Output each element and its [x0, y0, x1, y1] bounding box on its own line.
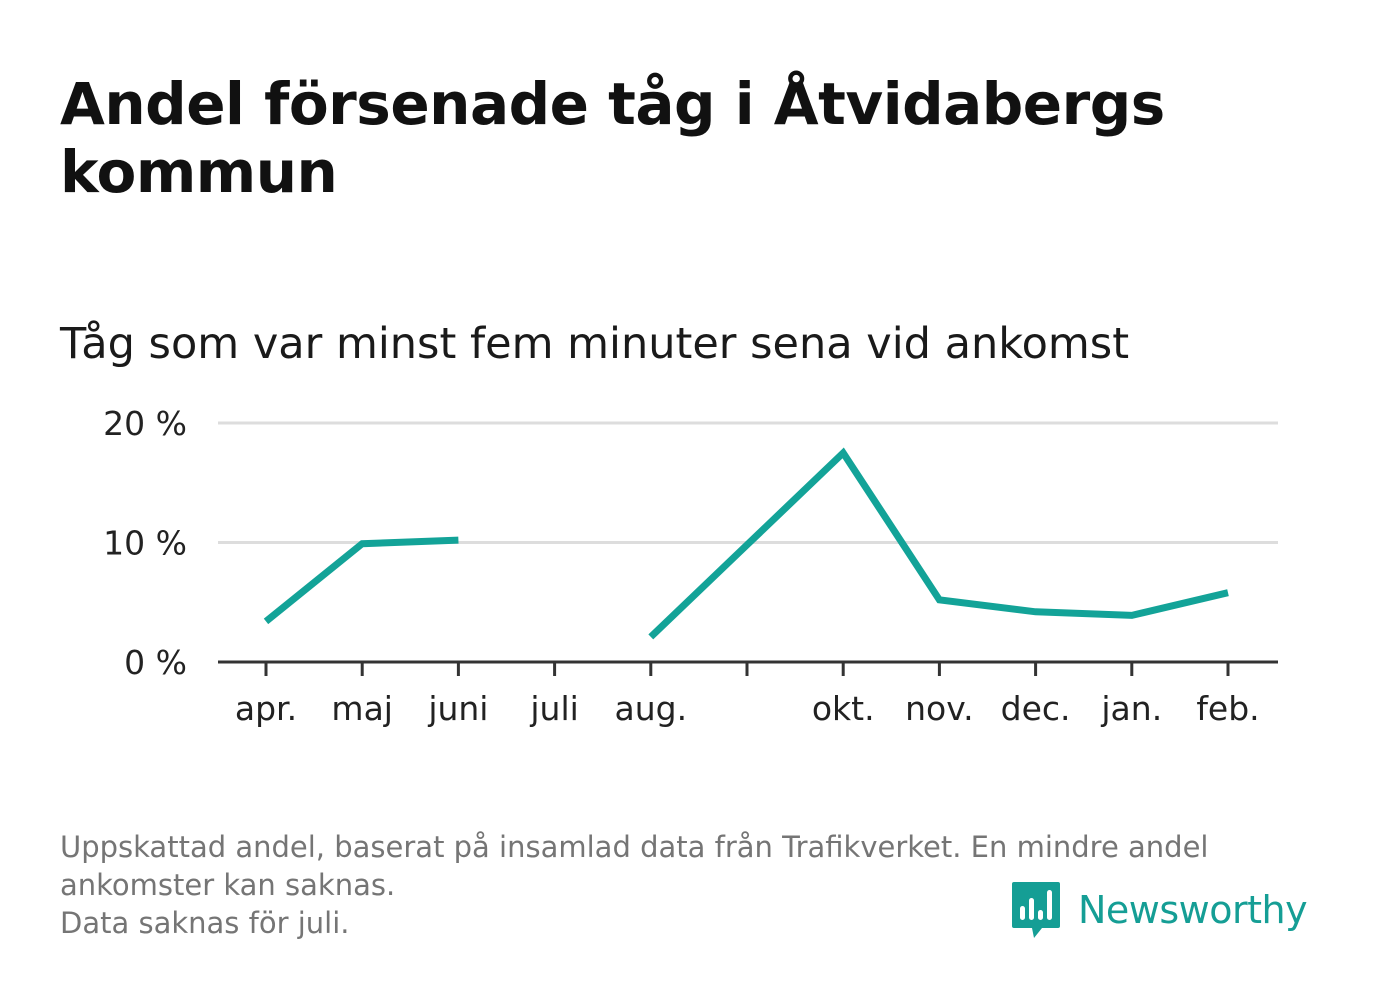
x-tick-label-1: maj — [331, 689, 393, 728]
series-0-segment-0 — [263, 536, 459, 625]
line-chart: 0 % 10 % 20 % apr. maj juni juli aug. okt. nov. d… — [103, 404, 1278, 728]
x-tick-label-6: okt. — [812, 689, 875, 728]
chart-subtitle: Tåg som var minst fem minuter sena vid a… — [60, 319, 1130, 369]
data-point-maj — [359, 540, 366, 547]
data-point-juni — [455, 537, 462, 544]
data-point-feb — [1225, 589, 1232, 596]
data-point-dec — [1032, 608, 1039, 615]
newsworthy-logo: Newsworthy — [1010, 880, 1308, 940]
data-point-nov — [936, 596, 943, 603]
grid-lines — [218, 421, 1278, 544]
data-point-okt — [840, 449, 847, 456]
x-tick-label-10: feb. — [1196, 689, 1259, 728]
x-tick-label-7: nov. — [905, 689, 974, 728]
x-tick-label-3: juli — [529, 689, 578, 728]
x-tick-label-8: dec. — [1001, 689, 1071, 728]
x-tick-label-0: apr. — [235, 689, 297, 728]
x-tick-label-4: aug. — [615, 689, 688, 728]
x-tick-label-2: juni — [427, 689, 488, 728]
footnote-missing-data: Data saknas för juli. — [60, 906, 350, 940]
series-0-segment-1 — [648, 447, 1229, 640]
chart-title: Andel försenade tåg i Åtvidabergs kommun — [60, 70, 1165, 206]
data-point-apr — [263, 618, 270, 625]
x-tick-label-9: jan. — [1100, 689, 1162, 728]
newsworthy-wordmark: Newsworthy — [1078, 888, 1308, 932]
chart-footnote: Uppskattad andel, baserat på insamlad da… — [60, 828, 1330, 942]
data-point-jan — [1128, 612, 1135, 619]
y-axis-labels: 0 % 10 % 20 % — [103, 404, 187, 682]
x-axis — [218, 660, 1278, 676]
data-point-aug — [647, 633, 654, 640]
footnote-source: Uppskattad andel, baserat på insamlad da… — [60, 830, 1209, 902]
y-tick-label-10: 10 % — [103, 524, 187, 563]
newsworthy-bar-chart-icon — [1012, 882, 1060, 938]
y-tick-label-0: 0 % — [124, 643, 187, 682]
data-point-sep — [744, 541, 751, 548]
x-axis-labels: apr. maj juni juli aug. okt. nov. dec. jan. feb. — [235, 689, 1260, 728]
series-lines — [263, 447, 1232, 640]
y-tick-label-20: 20 % — [103, 404, 187, 443]
